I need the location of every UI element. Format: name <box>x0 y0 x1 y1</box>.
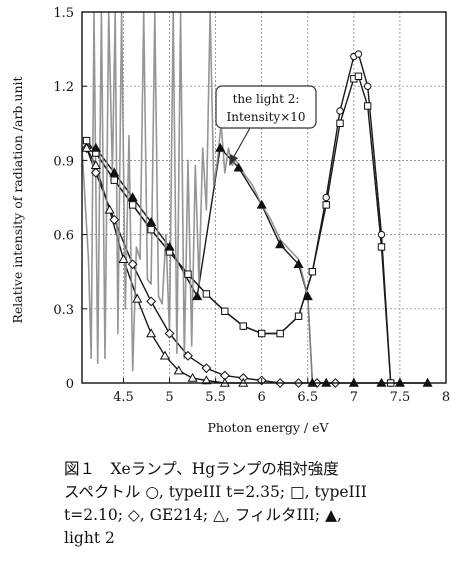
x-tick-label: 6 <box>258 390 266 405</box>
marker-filled-triangle <box>275 239 286 249</box>
marker-square <box>128 201 137 209</box>
marker-square <box>377 243 386 251</box>
marker-circle <box>322 193 330 202</box>
marker-triangle <box>118 254 129 264</box>
annotation-arrow <box>231 127 251 161</box>
y-tick-label: 0.6 <box>53 229 74 244</box>
marker-filled-triangle <box>302 291 313 301</box>
x-axis-title: Photon energy / eV <box>207 420 329 435</box>
marker-triangle <box>173 365 184 375</box>
marker-filled-triangle <box>109 167 120 177</box>
marker-circle <box>377 230 386 239</box>
y-axis-title: Relative intensity of radiation /arb.uni… <box>10 76 25 323</box>
marker-square <box>184 270 192 278</box>
marker-filled-triangle <box>127 192 138 202</box>
marker-triangle <box>187 372 198 382</box>
figure-caption: 図１ Xeランプ、Hgランプの相対強度 スペクトル ○, typeIII t=2… <box>64 458 456 550</box>
marker-triangle <box>201 375 212 385</box>
x-tick-label: 7 <box>350 390 358 405</box>
marker-diamond <box>146 296 157 307</box>
caption-line-3: t=2.10; ◇, GE214; △, フィルタIII; ▲, <box>64 506 342 524</box>
x-tick-label: 5.5 <box>205 390 226 405</box>
marker-filled-triangle <box>215 142 226 152</box>
marker-square <box>276 329 284 338</box>
marker-layer <box>81 50 433 388</box>
marker-square <box>147 225 155 234</box>
chart-grid <box>82 12 446 383</box>
marker-filled-triangle <box>192 291 203 301</box>
x-tick-label: 5 <box>165 390 173 405</box>
series-line-6 <box>81 11 314 384</box>
marker-filled-triangle <box>256 199 267 209</box>
marker-diamond <box>164 328 175 339</box>
marker-triangle <box>90 160 101 170</box>
marker-square <box>294 312 303 320</box>
y-tick-label: 1.5 <box>53 6 74 21</box>
marker-square <box>308 268 317 276</box>
marker-triangle <box>132 293 143 303</box>
annotation-arrowhead <box>229 154 238 166</box>
marker-square <box>110 176 118 184</box>
annotation-callout: the light 2: Intensity×10 <box>215 85 317 166</box>
marker-diamond <box>183 350 193 361</box>
y-tick-label: 0.3 <box>53 303 74 318</box>
marker-filled-triangle <box>164 241 175 251</box>
marker-triangle <box>159 350 170 360</box>
marker-filled-triangle <box>90 142 101 152</box>
marker-circle <box>354 50 363 58</box>
caption-line-2: スペクトル ○, typeIII t=2.35; □, typeIII <box>64 483 367 501</box>
x-tick-label: 8 <box>442 390 450 405</box>
marker-filled-triangle <box>233 162 244 172</box>
marker-square <box>202 290 211 298</box>
y-tick-label: 0 <box>66 377 74 392</box>
y-tick-label: 0.9 <box>53 154 74 169</box>
x-axis-ticks: 4.5 5 5.5 6 6.5 7 7.5 8 <box>113 378 450 405</box>
marker-triangle <box>146 328 157 338</box>
marker-circle <box>336 107 344 115</box>
x-tick-label: 4.5 <box>113 390 134 405</box>
marker-diamond <box>201 363 212 374</box>
marker-square <box>363 102 372 110</box>
x-tick-label: 7.5 <box>390 390 411 405</box>
marker-square <box>336 119 344 127</box>
marker-diamond <box>127 259 138 270</box>
plot-frame <box>81 11 447 384</box>
x-tick-label: 6.5 <box>297 390 318 405</box>
marker-diamond <box>90 167 101 178</box>
marker-square <box>221 307 229 315</box>
marker-square <box>354 72 363 81</box>
marker-square <box>322 201 330 209</box>
marker-filled-triangle <box>146 217 157 226</box>
marker-square <box>257 329 266 338</box>
marker-diamond <box>109 214 120 225</box>
marker-triangle <box>81 142 92 152</box>
annotation-box <box>215 85 317 129</box>
y-tick-label: 1.2 <box>53 80 74 95</box>
marker-circle <box>363 82 372 90</box>
marker-triangle <box>104 204 115 214</box>
caption-line-1: 図１ Xeランプ、Hgランプの相対強度 <box>64 460 339 478</box>
annotation-line2: Intensity×10 <box>226 110 305 124</box>
caption-line-4: light 2 <box>64 529 115 547</box>
annotation-line1: the light 2: <box>233 92 300 106</box>
marker-square <box>239 322 247 330</box>
marker-filled-triangle <box>293 259 304 268</box>
y-axis-ticks: 0 0.3 0.6 0.9 1.2 1.5 <box>53 6 87 392</box>
